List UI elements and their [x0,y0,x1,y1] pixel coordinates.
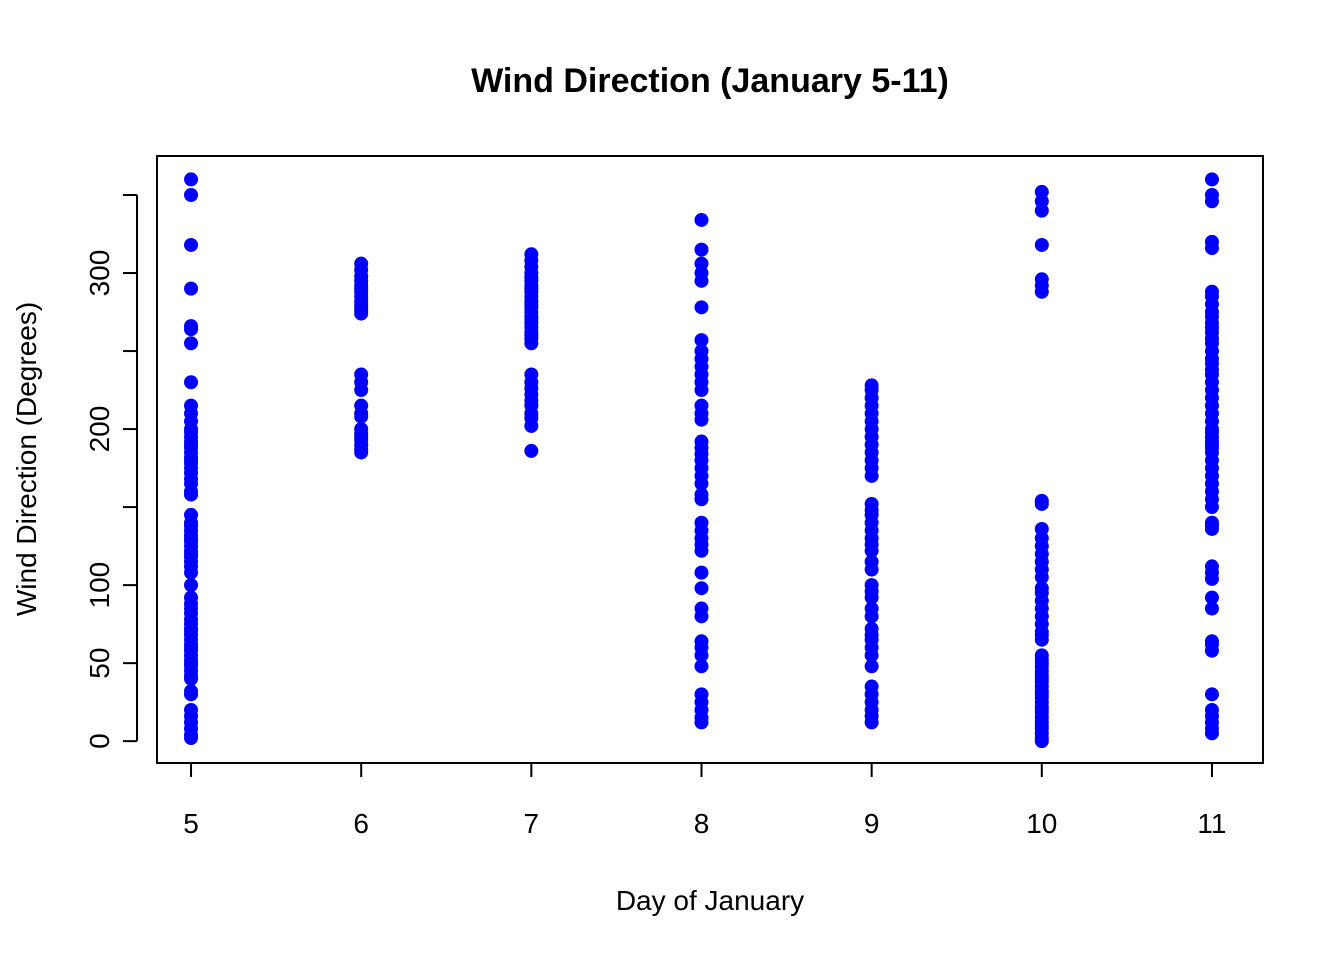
y-tick-label: 200 [84,406,115,453]
plot-frame [156,155,1264,764]
data-point [354,409,369,424]
y-tick-label: 300 [84,250,115,297]
data-point [184,578,199,593]
data-point [864,659,879,674]
data-point [694,300,709,315]
data-point [694,412,709,427]
data-point [694,242,709,257]
data-point [524,443,539,458]
data-point [1204,601,1219,616]
y-axis: 0 50 100 200 300 [84,194,138,749]
data-point [524,336,539,351]
data-point [1204,643,1219,658]
data-point [864,562,879,577]
x-tick-label: 6 [353,808,369,839]
data-point [184,336,199,351]
data-point [864,715,879,730]
data-point [1204,726,1219,741]
x-tick-label: 10 [1026,808,1057,839]
y-axis-label: Wind Direction (Degrees) [11,302,42,616]
data-point [184,565,199,580]
data-point [694,648,709,663]
data-point [1204,571,1219,586]
data-point [184,281,199,296]
data-point [1204,521,1219,536]
data-point [694,212,709,227]
data-points [184,172,1219,749]
data-point [1034,284,1049,299]
data-point [1204,500,1219,515]
data-point [694,581,709,596]
data-point [1204,172,1219,187]
y-tick-label: 0 [84,733,115,749]
data-point [1204,687,1219,702]
data-point [864,648,879,663]
data-point [694,476,709,491]
x-tick-label: 9 [864,808,880,839]
data-point [694,565,709,580]
data-point [694,659,709,674]
data-point [694,333,709,348]
data-point [694,273,709,288]
data-point [694,543,709,558]
data-point [1204,241,1219,256]
data-point [694,383,709,398]
data-point [184,671,199,686]
x-tick-label: 8 [694,808,710,839]
data-point [1034,237,1049,252]
data-point [184,188,199,203]
y-tick-label: 50 [84,648,115,679]
x-tick-label: 7 [524,808,540,839]
data-point [1204,590,1219,605]
data-point [1034,203,1049,218]
data-point [184,687,199,702]
data-point [694,715,709,730]
data-point [864,468,879,483]
data-point [1204,194,1219,209]
data-point [1034,734,1049,749]
data-point [1034,496,1049,511]
data-point [354,445,369,460]
x-axis: 5 6 7 8 9 10 11 [183,762,1226,839]
data-point [184,172,199,187]
data-point [354,306,369,321]
chart-title: Wind Direction (January 5-11) [471,62,949,100]
data-point [864,609,879,624]
x-axis-label: Day of January [616,885,804,916]
data-point [1034,570,1049,585]
y-tick-label: 100 [84,562,115,609]
x-tick-label: 5 [183,808,199,839]
data-point [864,543,879,558]
data-point [184,731,199,746]
data-point [184,322,199,337]
data-point [184,237,199,252]
data-point [184,375,199,390]
data-point [694,492,709,507]
data-point [1034,632,1049,647]
data-point [354,383,369,398]
data-point [524,418,539,433]
data-point [864,590,879,605]
data-point [184,487,199,502]
data-point [694,609,709,624]
x-tick-label: 11 [1197,808,1226,839]
